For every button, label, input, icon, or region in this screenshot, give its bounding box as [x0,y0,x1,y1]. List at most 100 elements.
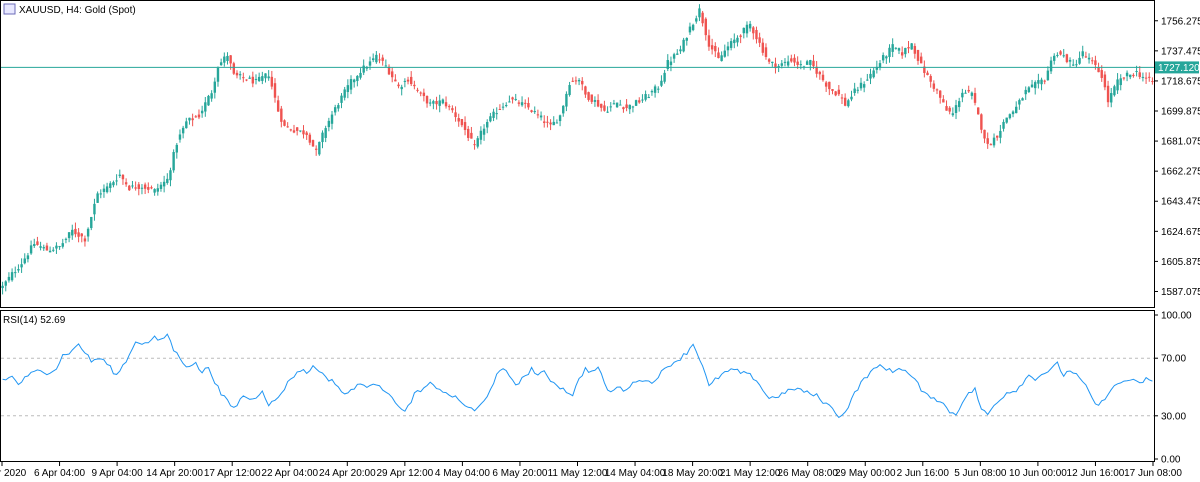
candle-body [349,79,353,90]
candle-body [1110,93,1113,103]
candle-body [919,56,923,64]
candle-body [976,107,980,115]
candle-body [118,174,121,176]
candle-body [780,63,784,66]
candle-body [264,73,267,79]
candle-body [498,109,502,111]
price-tick-label: 1699.875 [1161,107,1200,118]
candle-body [276,100,280,112]
candle-body [755,29,758,40]
candle-body [232,63,236,74]
candle-body [432,101,435,104]
candle-body [486,121,489,128]
time-tick-label: 6 May 20:00 [492,468,547,479]
candle-body [704,18,707,36]
candle-body [429,102,432,104]
candle-body [951,113,955,116]
candle-body [989,144,993,146]
candle-body [470,132,473,139]
candle-body [257,76,261,82]
candle-body [555,122,559,124]
candle-body [280,108,283,122]
candle-body [866,79,869,81]
candle-body [590,94,593,102]
candle-body [847,100,850,107]
candle-body [980,114,983,130]
candle-body [273,83,277,98]
candle-body [720,55,723,62]
candle-body [406,79,410,82]
candle-body [970,92,974,96]
candle-body [707,35,711,47]
candle-body [897,48,901,51]
candle-body [888,47,891,57]
candle-body [356,75,359,82]
candle-body [869,73,872,79]
candle-body [688,26,692,33]
candle-body [894,47,898,49]
candle-body [172,152,175,171]
candle-body [292,130,296,133]
candle-body [923,66,926,73]
candle-body [653,86,657,93]
candle-body [999,130,1002,138]
candle-body [612,103,616,105]
time-tick-label: 17 Apr 12:00 [204,468,261,479]
candle-body [409,76,413,85]
candle-body [454,112,457,118]
time-tick-label: 18 May 20:00 [662,468,723,479]
candle-body [679,49,682,52]
candle-body [289,129,293,131]
candle-body [1144,77,1148,79]
rsi-tick-label: 30.00 [1161,411,1186,422]
candle-body [992,137,996,146]
candle-body [729,41,733,48]
candle-body [543,121,546,123]
candle-body [843,97,847,106]
price-axis: 1756.275 1737.475 1718.675 1699.875 1681.075… [1154,16,1200,298]
candle-body [1100,70,1103,78]
candle-body [926,72,929,76]
candle-body [1043,80,1046,82]
candle-body [793,57,796,63]
candle-body [853,88,856,94]
candle-body [460,119,464,126]
candle-body [622,107,625,110]
candle-body [359,72,362,78]
candle-body [451,108,454,111]
candle-body [669,61,673,66]
candle-body [128,185,131,191]
candle-body [169,170,172,181]
candle-body [767,59,771,62]
time-tick-label: 9 Apr 04:00 [92,468,144,479]
candle-body [1027,87,1031,93]
candle-body [64,238,68,240]
candle-body [74,228,77,235]
candle-body [362,65,365,73]
candle-body [771,61,774,64]
candle-body [223,56,226,63]
candle-body [1037,80,1040,84]
candle-body [229,55,232,64]
candle-body [425,96,429,104]
candle-body [517,102,521,104]
time-tick-label: 12 Jun 16:00 [1067,468,1125,479]
time-tick-label: 4 May 04:00 [435,468,490,479]
candle-body [71,229,74,236]
candle-body [299,130,302,132]
candle-body [783,61,787,63]
candle-body [387,66,391,75]
candle-body [657,88,660,90]
candle-body [710,45,714,50]
candle-body [533,111,536,113]
candle-body [910,43,913,50]
candle-body [55,245,58,249]
candle-body [131,185,134,187]
candle-body [774,63,777,69]
candle-body [302,130,305,135]
candle-body [330,114,334,124]
candle-body [660,80,663,86]
candle-body [1081,51,1084,57]
candle-body [251,76,255,84]
